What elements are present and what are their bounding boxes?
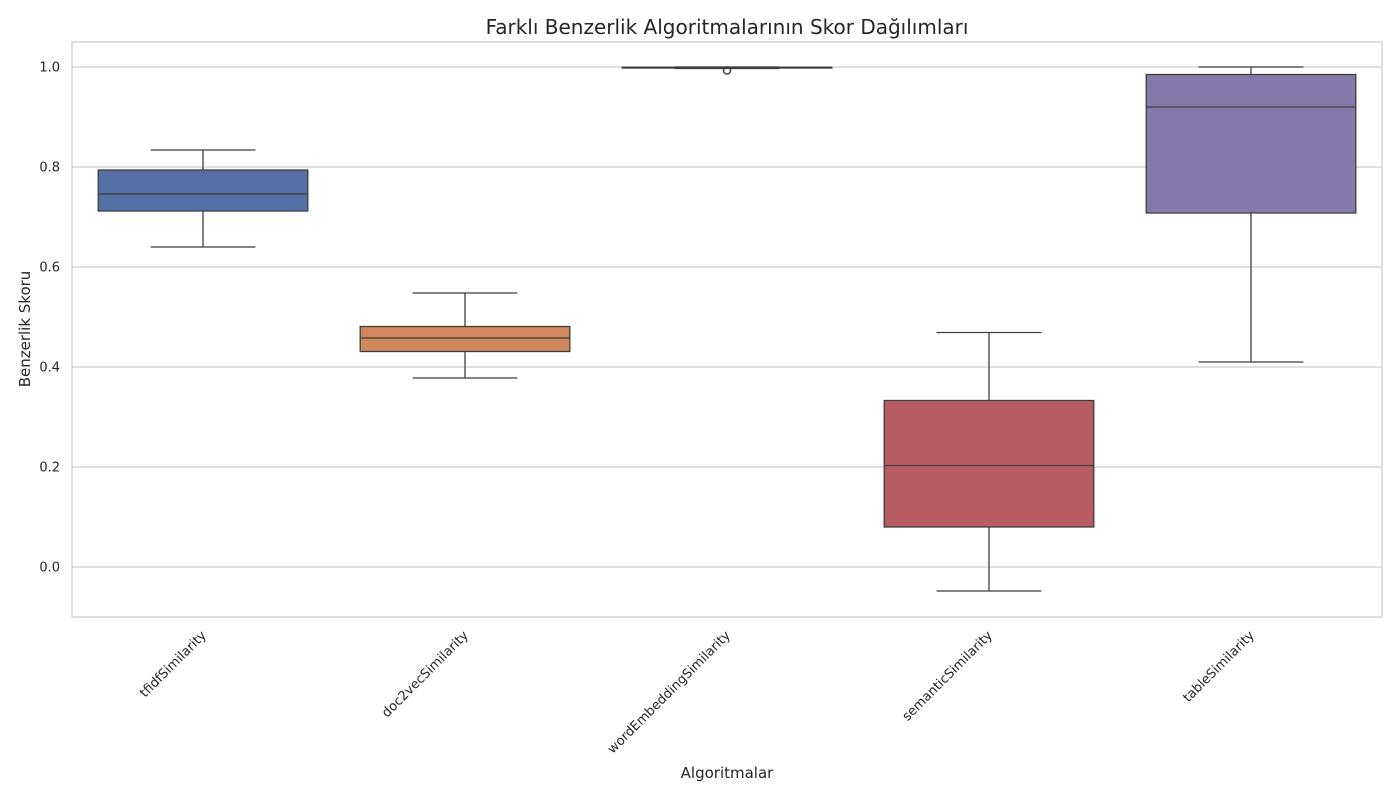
iqr-box bbox=[359, 325, 571, 353]
x-tick-label: tfidfSimilarity bbox=[137, 628, 210, 701]
x-tick-label: tableSimilarity bbox=[1180, 628, 1258, 706]
y-tick-label: 1.0 bbox=[39, 61, 60, 76]
y-axis-ticks: 0.0 0.2 0.4 0.6 0.8 1.0 bbox=[39, 61, 60, 576]
iqr-box bbox=[883, 399, 1095, 528]
box-tableSimilarity bbox=[1145, 66, 1357, 363]
x-axis-label: Algoritmalar bbox=[681, 764, 775, 782]
iqr-box bbox=[97, 169, 309, 212]
plot-frame bbox=[71, 41, 1383, 618]
chart-title: Farklı Benzerlik Algoritmalarının Skor D… bbox=[486, 15, 969, 39]
outlier-point bbox=[722, 66, 732, 75]
box-semanticSimilarity bbox=[883, 331, 1095, 592]
y-tick-label: 0.6 bbox=[39, 261, 60, 276]
y-tick-label: 0.4 bbox=[39, 361, 60, 376]
x-tick-label: semanticSimilarity bbox=[900, 628, 996, 724]
x-tick-label: doc2vecSimilarity bbox=[379, 628, 472, 721]
x-tick-label: wordEmbeddingSimilarity bbox=[605, 628, 734, 757]
boxes bbox=[97, 66, 1357, 592]
y-tick-label: 0.0 bbox=[39, 561, 60, 576]
box-doc2vecSimilarity bbox=[359, 292, 571, 379]
y-tick-label: 0.2 bbox=[39, 461, 60, 476]
box-tfidfSimilarity bbox=[97, 149, 309, 248]
iqr-box bbox=[1145, 73, 1357, 214]
y-axis-label: Benzerlik Skoru bbox=[16, 271, 34, 388]
y-tick-label: 0.8 bbox=[39, 161, 60, 176]
x-axis-ticks: tfidfSimilarity doc2vecSimilarity wordEmbe… bbox=[137, 628, 1258, 757]
box-wordEmbeddingSimilarity bbox=[621, 66, 833, 75]
